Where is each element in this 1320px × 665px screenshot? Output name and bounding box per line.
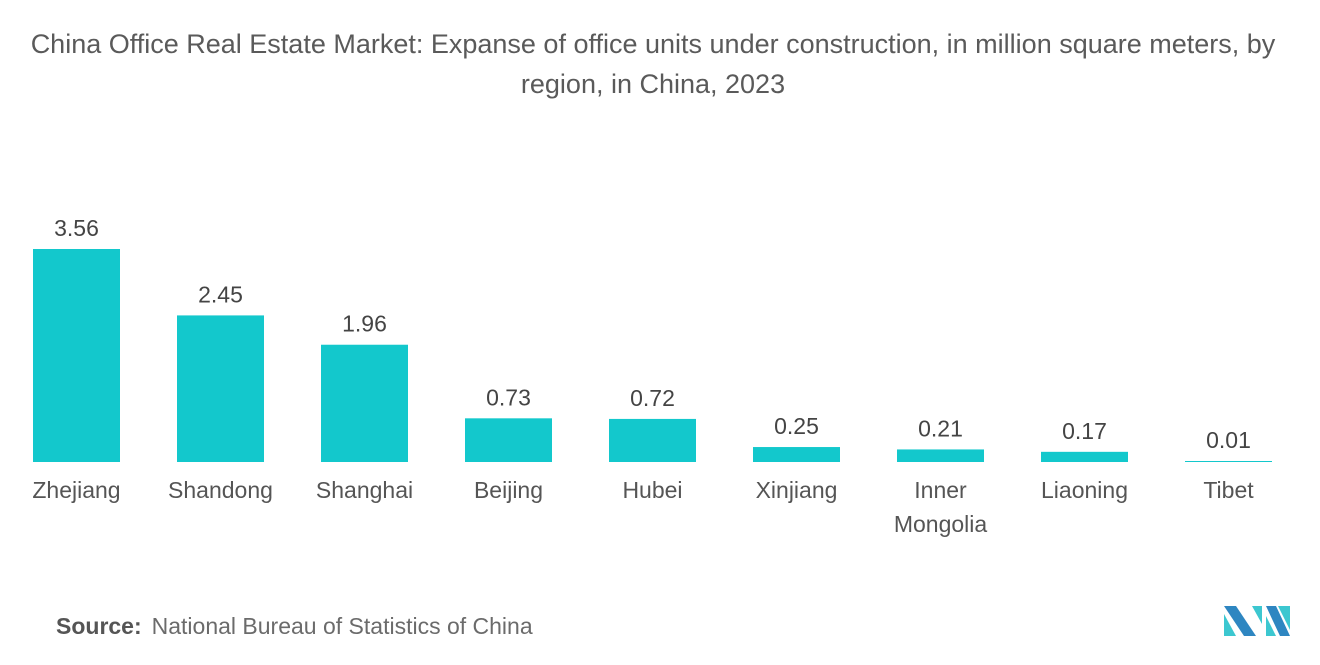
data-label: 0.01 — [1206, 427, 1251, 453]
data-label: 0.17 — [1062, 418, 1107, 444]
category-label: Hubei — [622, 477, 682, 503]
brand-logo — [1224, 606, 1290, 636]
source-note: Source: National Bureau of Statistics of … — [56, 613, 533, 640]
category-label: Xinjiang — [756, 477, 838, 503]
category-label: Shanghai — [316, 477, 413, 503]
category-label: Inner — [914, 477, 967, 503]
category-label: Liaoning — [1041, 477, 1128, 503]
bar-liaoning — [1041, 451, 1128, 462]
category-label: Tibet — [1203, 477, 1254, 503]
data-label: 1.96 — [342, 311, 387, 337]
category-label: Beijing — [474, 477, 543, 503]
data-label: 3.56 — [54, 215, 99, 241]
bar-shandong — [177, 315, 264, 462]
bar-beijing — [465, 418, 552, 462]
data-label: 0.72 — [630, 385, 675, 411]
category-label: Zhejiang — [32, 477, 120, 503]
bar-tibet — [1185, 461, 1272, 462]
bar-inner-mongolia — [897, 449, 984, 462]
data-label: 0.21 — [918, 415, 963, 441]
source-label: Source: — [56, 613, 142, 639]
category-label: Shandong — [168, 477, 273, 503]
bar-zhejiang — [33, 249, 120, 462]
source-text: National Bureau of Statistics of China — [151, 613, 533, 639]
data-label: 0.73 — [486, 384, 531, 410]
chart-title: China Office Real Estate Market: Expanse… — [30, 29, 1276, 99]
data-label: 0.25 — [774, 413, 819, 439]
data-label: 2.45 — [198, 281, 243, 307]
bar-chart: 3.56 Zhejiang 2.45 Shandong 1.96 Shanghai 0.73… — [32, 215, 1272, 537]
bar-shanghai — [321, 344, 408, 462]
bar-xinjiang — [753, 447, 840, 462]
bar-hubei — [609, 418, 696, 462]
category-label: Mongolia — [894, 511, 988, 537]
